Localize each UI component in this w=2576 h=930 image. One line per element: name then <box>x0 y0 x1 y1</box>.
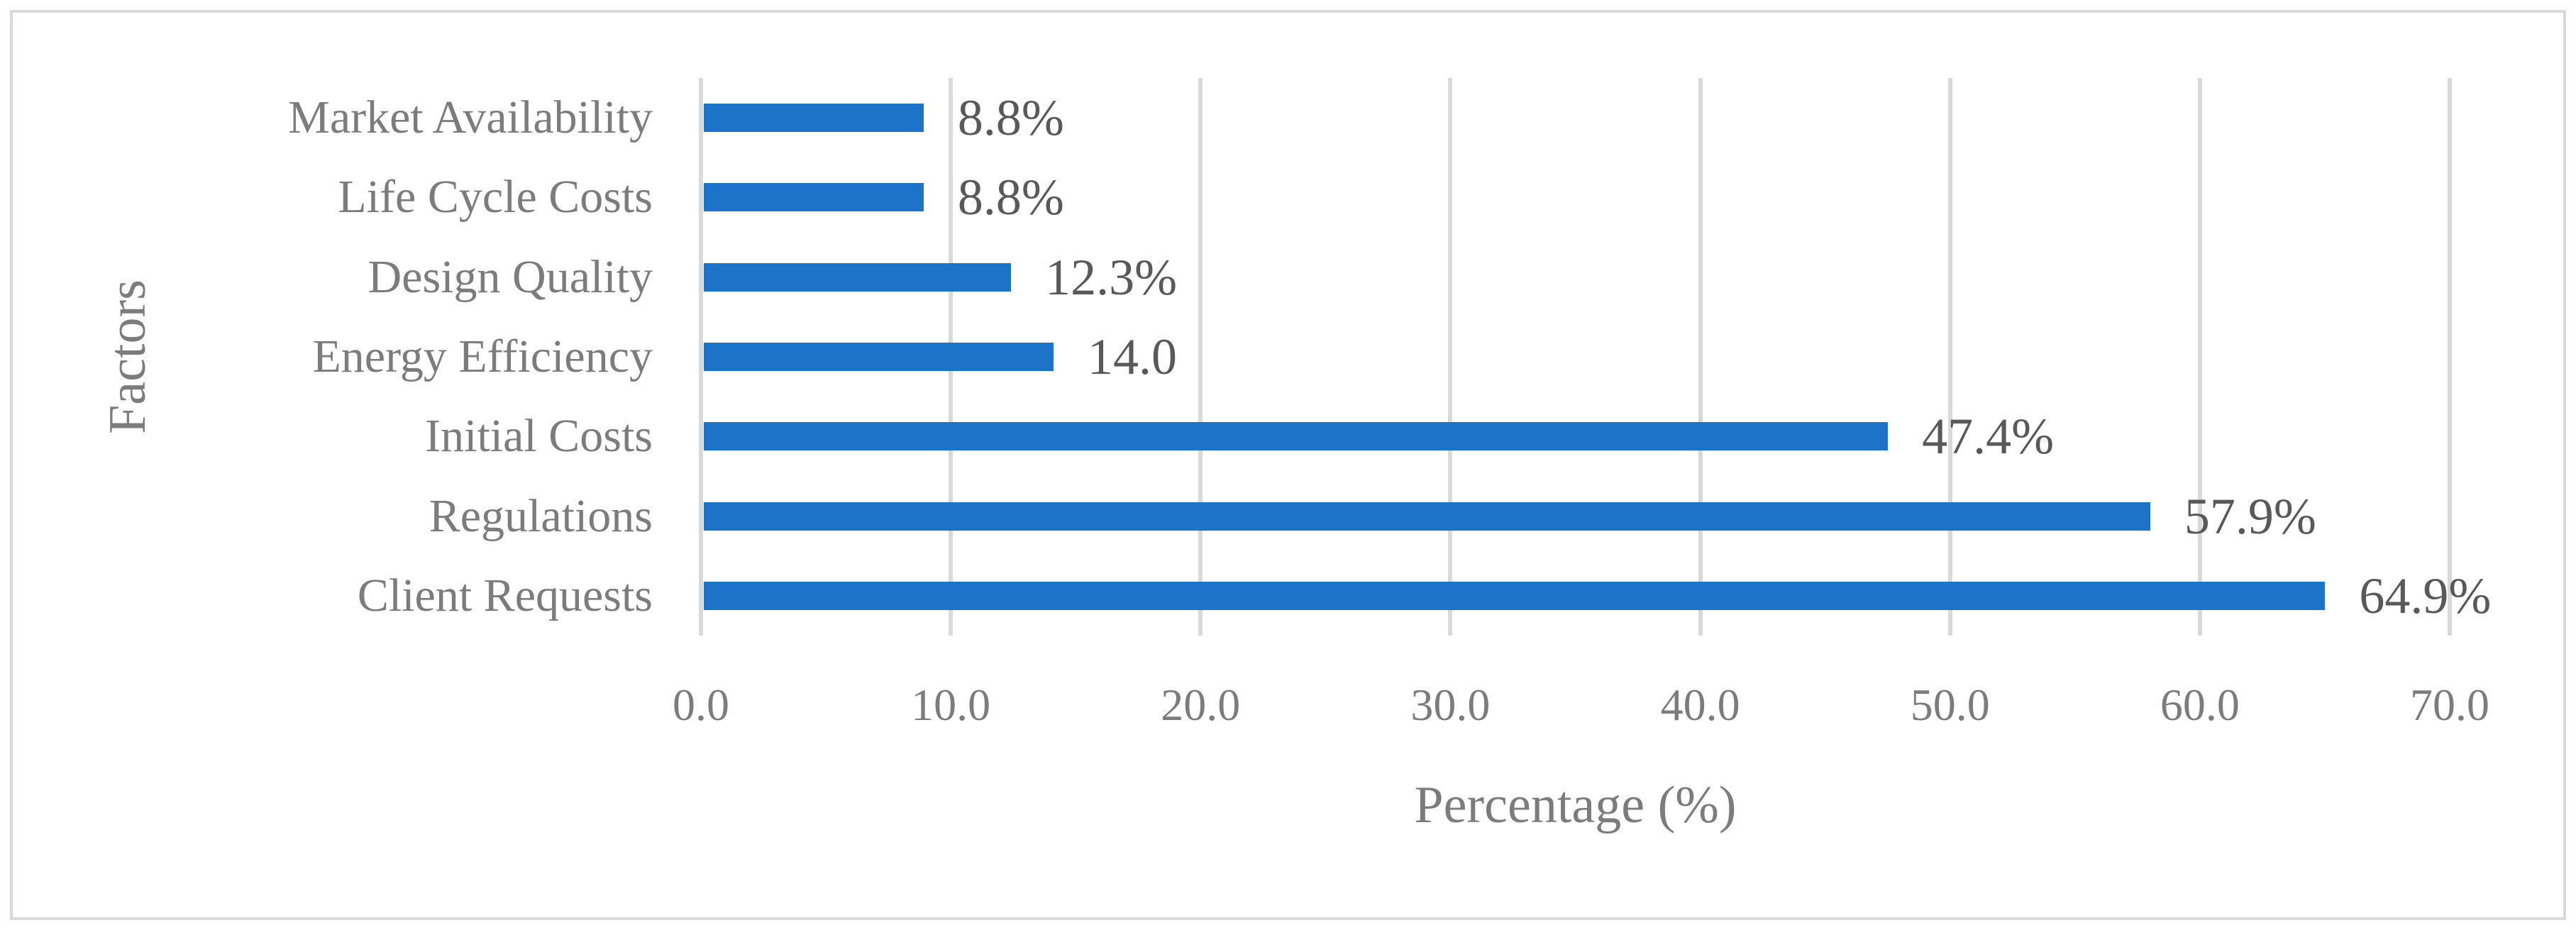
gridline <box>1698 78 1703 636</box>
x-tick-label: 40.0 <box>1660 680 1740 730</box>
y-axis-line <box>699 78 703 636</box>
bar <box>704 343 1054 371</box>
gridline <box>1947 78 1952 636</box>
category-label: Energy Efficiency <box>312 330 653 382</box>
gridline <box>2448 78 2452 636</box>
bar-data-label: 57.9% <box>2184 487 2316 545</box>
category-label: Market Availability <box>288 92 653 144</box>
bar-data-label: 64.9% <box>2359 567 2492 624</box>
category-label: Initial Costs <box>425 410 653 463</box>
x-tick-label: 20.0 <box>1161 680 1241 730</box>
x-tick-label: 10.0 <box>911 680 991 730</box>
category-label: Regulations <box>429 489 653 542</box>
chart-border-frame <box>10 10 2566 920</box>
bar-data-label: 12.3% <box>1045 248 1178 306</box>
x-tick-label: 60.0 <box>2160 680 2240 730</box>
y-axis-title: Factors <box>99 279 157 434</box>
x-tick-label: 50.0 <box>1910 680 1990 730</box>
category-axis-labels: Market Availability Life Cycle Costs Desig… <box>156 78 653 636</box>
category-label: Client Requests <box>357 569 653 621</box>
bar-data-label: 47.4% <box>1922 408 2055 465</box>
category-label: Design Quality <box>367 250 653 303</box>
category-label: Life Cycle Costs <box>338 171 653 223</box>
x-axis-title: Percentage (%) <box>1414 776 1737 834</box>
x-tick-label: 70.0 <box>2410 680 2489 730</box>
gridline <box>1198 78 1203 636</box>
bar-data-label: 8.8% <box>957 89 1064 147</box>
bar <box>704 422 1889 451</box>
bar <box>704 581 2326 610</box>
gridline <box>1448 78 1453 636</box>
bar-data-label: 8.8% <box>957 169 1064 226</box>
x-tick-label: 0.0 <box>673 680 729 730</box>
bar <box>704 502 2150 531</box>
bar <box>704 183 924 212</box>
x-tick-label: 30.0 <box>1410 680 1491 730</box>
plot-area: 8.8% 8.8% 12.3% 14.0 47.4% 57.9% 64.9% <box>699 78 2491 636</box>
bar <box>704 104 924 133</box>
bar <box>704 262 1012 292</box>
gridline <box>2197 78 2202 636</box>
bar-data-label: 14.0 <box>1088 328 1177 385</box>
